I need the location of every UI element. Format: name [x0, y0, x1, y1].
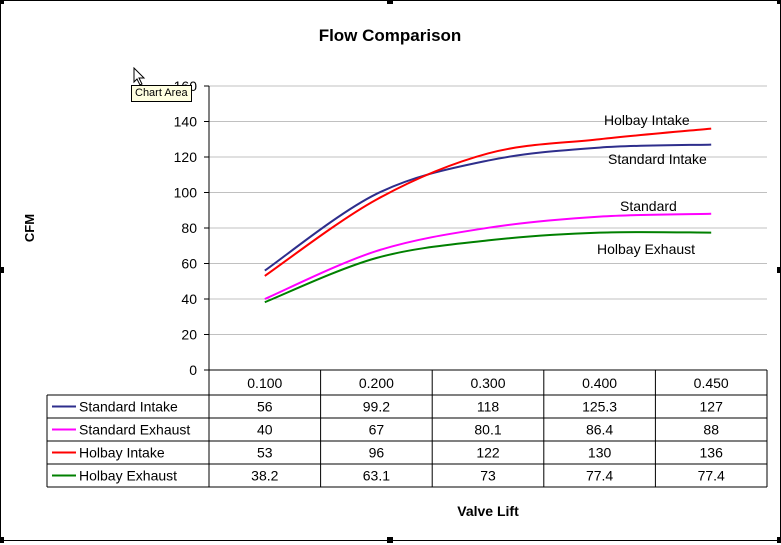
data-label: 80.1	[474, 422, 501, 438]
y-tick-label: 60	[181, 256, 197, 272]
data-label: 86.4	[586, 422, 613, 438]
handle-bottom-left[interactable]	[0, 537, 4, 543]
series-lines	[264, 127, 712, 304]
data-table: 0.100 0.200 0.300 0.400 0.450 Standard Intake…	[46, 369, 768, 488]
data-label: 130	[588, 445, 612, 461]
annotations: Holbay Intake Standard Intake Standard H…	[597, 112, 707, 257]
annotation-holbay-exhaust: Holbay Exhaust	[597, 241, 695, 257]
handle-top-right[interactable]	[777, 0, 781, 4]
legend-entry: Standard Intake	[79, 399, 178, 415]
series-line-0	[264, 143, 712, 272]
x-tick-label: 0.200	[359, 375, 394, 391]
annotation-holbay-intake: Holbay Intake	[604, 112, 690, 128]
data-label: 122	[476, 445, 500, 461]
tooltip: Chart Area	[131, 85, 192, 102]
y-axis-label: CFM	[22, 214, 37, 242]
y-tick-label: 20	[181, 327, 197, 343]
data-label: 38.2	[251, 468, 278, 484]
data-label: 77.4	[698, 468, 725, 484]
series-line-3	[264, 231, 712, 304]
handle-bottom-right[interactable]	[777, 537, 781, 543]
legend-entry: Standard Exhaust	[79, 422, 190, 438]
x-tick-label: 0.400	[582, 375, 617, 391]
handle-top-left[interactable]	[0, 0, 4, 4]
x-tick-label: 0.300	[470, 375, 505, 391]
data-label: 96	[369, 445, 385, 461]
data-label: 125.3	[582, 399, 617, 415]
data-label: 118	[477, 399, 500, 415]
data-label: 127	[700, 399, 724, 415]
handle-top-center[interactable]	[387, 0, 393, 4]
data-label: 67	[369, 422, 385, 438]
x-tick-label: 0.100	[247, 375, 282, 391]
x-tick-label: 0.450	[694, 375, 729, 391]
series-line-1	[264, 212, 712, 300]
data-label: 77.4	[586, 468, 613, 484]
data-label: 88	[703, 422, 719, 438]
y-tick-label: 40	[181, 291, 197, 307]
handle-middle-right[interactable]	[777, 267, 781, 273]
data-label: 136	[700, 445, 724, 461]
y-tick-label: 100	[174, 185, 198, 201]
y-tick-labels: 020406080100120140160	[174, 78, 209, 378]
annotation-standard-intake: Standard Intake	[608, 151, 707, 167]
legend-entry: Holbay Exhaust	[79, 468, 177, 484]
annotation-standard: Standard	[620, 198, 677, 214]
x-axis-label: Valve Lift	[457, 503, 519, 519]
series-line-2	[264, 127, 712, 277]
data-label: 99.2	[363, 399, 390, 415]
y-tick-label: 140	[174, 114, 198, 130]
y-tick-label: 0	[189, 362, 197, 378]
handle-middle-left[interactable]	[0, 267, 4, 273]
y-tick-label: 120	[174, 149, 198, 165]
y-tick-label: 80	[181, 220, 197, 236]
chart-title: Flow Comparison	[319, 26, 462, 45]
data-label: 56	[257, 399, 273, 415]
data-label: 73	[480, 468, 496, 484]
arrow-cursor-icon	[133, 67, 146, 86]
handle-bottom-center[interactable]	[387, 537, 393, 543]
legend-entry: Holbay Intake	[79, 445, 165, 461]
data-label: 40	[257, 422, 273, 438]
data-label: 53	[257, 445, 273, 461]
data-label: 63.1	[363, 468, 390, 484]
